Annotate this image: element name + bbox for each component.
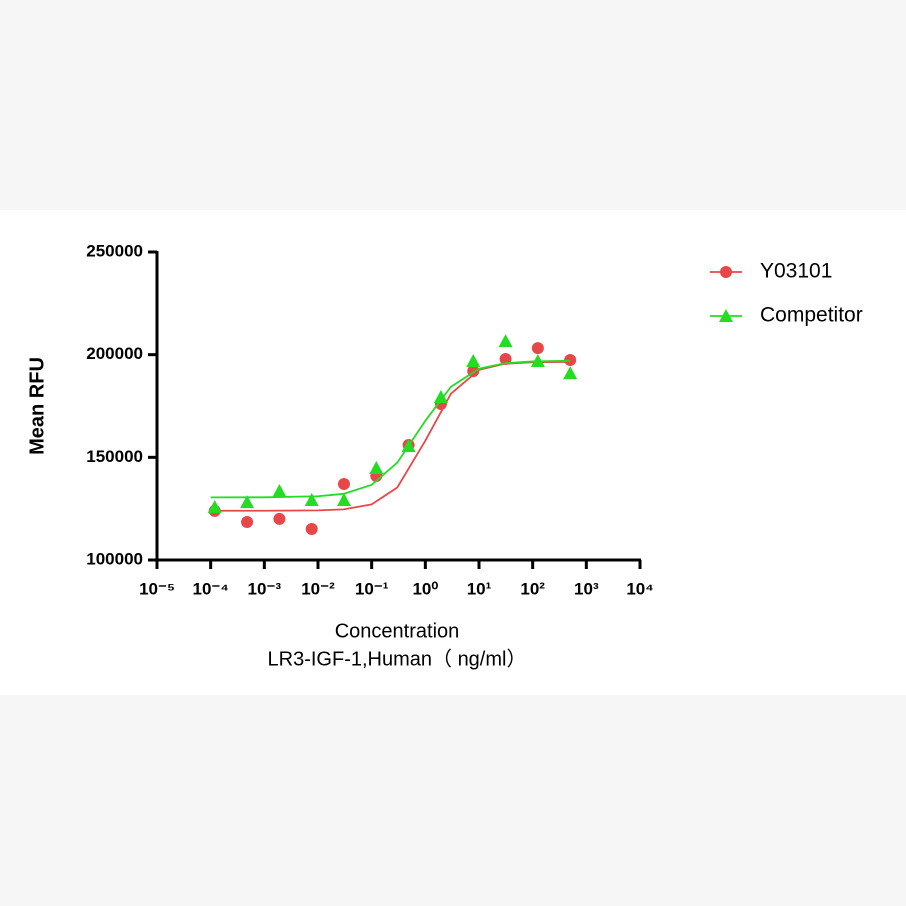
y-tick-label: 150000	[86, 447, 143, 466]
x-tick-label: 10⁻⁵	[139, 579, 175, 598]
data-point	[241, 516, 254, 529]
legend-label: Competitor	[760, 304, 863, 327]
x-tick-label: 10³	[574, 579, 599, 598]
x-axis-label: Concentration	[335, 620, 460, 642]
x-tick-label: 10⁴	[626, 579, 653, 598]
x-tick-label: 10⁰	[412, 579, 438, 598]
data-point	[499, 352, 512, 365]
data-point	[305, 522, 318, 535]
plot-panel	[0, 210, 906, 695]
x-tick-label: 10¹	[467, 579, 492, 598]
x-tick-label: 10⁻³	[248, 579, 282, 598]
legend-marker	[720, 266, 732, 278]
y-tick-label: 200000	[86, 344, 143, 363]
x-tick-label: 10²	[520, 579, 545, 598]
data-point	[433, 389, 448, 403]
fit-curve	[210, 359, 571, 499]
data-point	[240, 495, 255, 509]
data-point	[304, 493, 319, 507]
legend-label: Y03101	[760, 260, 832, 283]
data-point	[273, 512, 286, 525]
y-axis-label: Mean RFU	[26, 357, 48, 455]
data-point	[530, 354, 545, 368]
data-point	[564, 354, 577, 367]
x-tick-label: 10⁻⁴	[193, 579, 229, 598]
y-tick-label: 250000	[86, 241, 143, 260]
data-point	[531, 342, 544, 355]
data-point	[337, 478, 350, 491]
data-point	[336, 493, 351, 507]
data-point	[498, 334, 513, 348]
x-tick-label: 10⁻¹	[355, 579, 389, 598]
data-point	[272, 484, 287, 498]
legend-marker	[719, 309, 733, 322]
x-tick-label: 10⁻²	[301, 579, 335, 598]
data-point	[207, 500, 222, 514]
data-point	[401, 439, 416, 453]
data-point	[369, 461, 384, 475]
data-point	[563, 366, 578, 380]
y-tick-label: 100000	[86, 549, 143, 568]
x-axis-label: LR3-IGF-1,Human（ ng/ml）	[268, 647, 527, 670]
data-point	[466, 354, 481, 368]
